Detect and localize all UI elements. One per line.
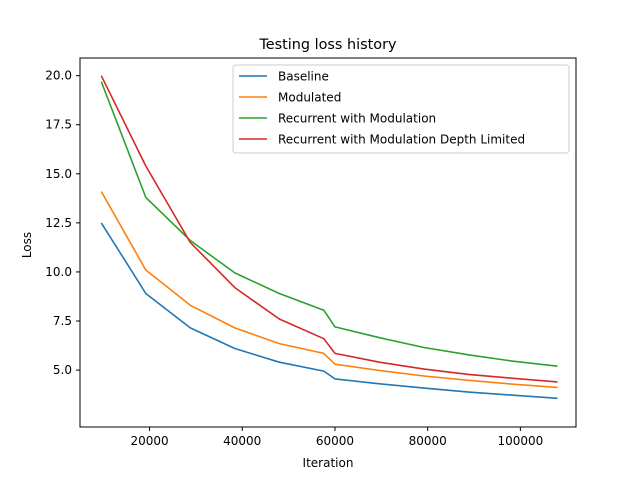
- y-axis: 5.0 7.5 10.0 12.5 15.0 17.5 20.0: [45, 69, 80, 377]
- x-tick-label: 20000: [130, 434, 168, 448]
- y-tick-label: 7.5: [53, 314, 72, 328]
- series-line-2: [100, 81, 558, 367]
- x-axis: 20000 40000 60000 80000 100000: [130, 427, 543, 448]
- legend-entry: Modulated: [278, 91, 341, 105]
- x-tick-label: 100000: [497, 434, 543, 448]
- x-tick-label: 80000: [409, 434, 447, 448]
- x-axis-label: Iteration: [303, 456, 354, 470]
- y-tick-label: 17.5: [45, 118, 72, 132]
- series-line-1: [100, 191, 558, 389]
- legend-box: [232, 64, 570, 154]
- plot-frame: [79, 57, 577, 428]
- y-axis-label: Loss: [20, 232, 34, 258]
- y-tick-label: 5.0: [53, 363, 72, 377]
- series-lines: [100, 75, 558, 400]
- legend: Baseline Modulated Recurrent with Modulati…: [232, 64, 570, 154]
- y-tick-label: 15.0: [45, 167, 72, 181]
- chart-title: Testing loss history: [258, 37, 397, 53]
- x-tick-label: 40000: [223, 434, 261, 448]
- legend-entry: Recurrent with Modulation: [278, 112, 436, 126]
- x-tick-label: 60000: [316, 434, 354, 448]
- series-line-3: [100, 75, 558, 383]
- series-line-0: [100, 222, 558, 400]
- y-tick-label: 10.0: [45, 265, 72, 279]
- y-tick-label: 12.5: [45, 216, 72, 230]
- legend-entry: Recurrent with Modulation Depth Limited: [278, 133, 525, 147]
- y-tick-label: 20.0: [45, 69, 72, 83]
- legend-entry: Baseline: [278, 70, 329, 84]
